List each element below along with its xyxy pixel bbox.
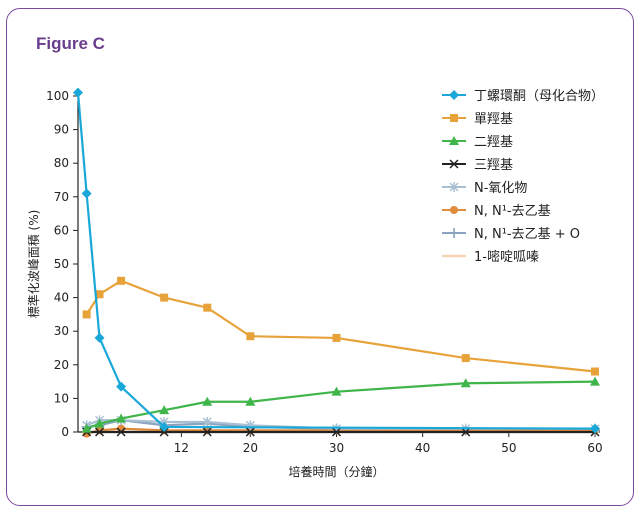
series-1	[73, 87, 600, 434]
data-point	[95, 290, 104, 299]
y-tick-label: 90	[54, 123, 69, 137]
legend-marker	[449, 228, 459, 238]
y-tick-label: 100	[46, 89, 69, 103]
x-tick-label: 40	[415, 441, 430, 455]
y-axis-label: 標準化波峰面積 (%)	[26, 210, 41, 319]
chart-series	[73, 87, 600, 438]
data-point	[94, 418, 105, 428]
data-point	[159, 405, 170, 415]
legend-label: 丁螺環酮（母化合物）	[474, 89, 604, 104]
x-tick-label: 30	[329, 441, 344, 455]
x-tick-label: 20	[243, 441, 258, 455]
legend-entry: 單羥基	[442, 112, 513, 127]
legend-entry: N, N¹-去乙基	[442, 204, 551, 219]
data-point	[117, 276, 126, 285]
y-tick-label: 0	[61, 425, 69, 439]
data-point	[332, 333, 341, 342]
y-tick-label: 60	[54, 223, 69, 237]
legend-label: 三羥基	[474, 158, 513, 173]
series-3	[81, 376, 600, 433]
data-point	[246, 332, 255, 341]
data-point	[331, 386, 342, 396]
series-line	[76, 92, 596, 430]
data-point	[81, 188, 92, 199]
data-point	[116, 427, 126, 437]
data-point	[590, 376, 600, 386]
legend-marker	[450, 206, 458, 214]
legend-entry: 1-嘧啶呱嗪	[442, 249, 539, 265]
legend-marker	[449, 90, 459, 100]
data-point	[82, 310, 91, 319]
data-point	[94, 332, 105, 343]
data-point	[203, 303, 212, 312]
legend-marker	[449, 159, 459, 169]
data-point	[202, 416, 212, 427]
legend-entry: 二羥基	[442, 135, 513, 150]
legend-label: N-氧化物	[474, 181, 527, 196]
data-point	[73, 87, 83, 98]
data-point	[116, 413, 127, 423]
data-point	[95, 427, 105, 437]
y-tick-label: 40	[54, 291, 69, 305]
legend-entry: N, N¹-去乙基 + O	[442, 227, 580, 242]
data-point	[460, 378, 471, 388]
x-tick-label: 12	[174, 441, 189, 455]
data-point	[116, 381, 127, 392]
data-point	[591, 367, 599, 376]
legend-label: 1-嘧啶呱嗪	[474, 249, 539, 265]
data-point	[159, 421, 170, 432]
y-tick-label: 50	[54, 257, 69, 271]
data-point	[245, 396, 256, 406]
data-point	[81, 423, 92, 433]
legend-marker	[449, 136, 459, 145]
legend-label: 單羥基	[474, 112, 513, 127]
legend-entry: 丁螺環酮（母化合物）	[442, 89, 604, 104]
legend-entry: N-氧化物	[442, 181, 527, 196]
figure-title: Figure C	[36, 34, 105, 53]
legend-label: N, N¹-去乙基	[474, 204, 551, 219]
data-point	[202, 396, 213, 406]
data-point	[461, 354, 470, 363]
x-tick-label: 60	[587, 441, 602, 455]
y-tick-label: 20	[54, 358, 69, 372]
y-tick-label: 70	[54, 190, 69, 204]
y-tick-label: 80	[54, 156, 69, 170]
data-point	[245, 427, 255, 437]
data-point	[160, 293, 169, 302]
data-point	[159, 427, 169, 437]
data-point	[331, 427, 342, 437]
data-point	[202, 427, 212, 437]
legend-label: N, N¹-去乙基 + O	[474, 227, 580, 242]
legend-entry: 三羥基	[442, 158, 513, 173]
y-tick-label: 30	[54, 324, 69, 338]
legend-marker	[449, 182, 459, 192]
chart-axes: 0 10 20 30 40 50 60 70 80 90 100 12 20 30 40 50 60	[46, 88, 603, 455]
legend-label: 二羥基	[474, 135, 513, 150]
x-tick-label: 50	[501, 441, 516, 455]
legend-marker	[450, 114, 458, 122]
x-axis-label: 培養時間（分鐘）	[288, 464, 384, 479]
y-tick-label: 10	[54, 391, 69, 405]
series-2	[82, 276, 599, 376]
data-point	[461, 427, 471, 437]
data-point	[590, 423, 600, 434]
